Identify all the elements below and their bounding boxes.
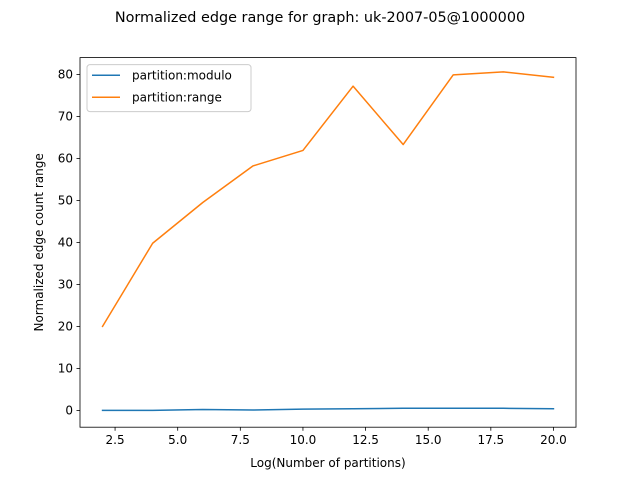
series-line-partition-modulo bbox=[101, 407, 555, 412]
x-tick-label: 15.0 bbox=[415, 433, 442, 447]
y-tick-label: 60 bbox=[58, 152, 73, 166]
x-tick-label: 2.5 bbox=[106, 433, 125, 447]
x-tick-label: 5.0 bbox=[168, 433, 187, 447]
series-line-partition-range bbox=[101, 71, 555, 328]
x-axis-ticks: 2.5 5.0 7.5 10.0 12.5 15.0 17.5 20.0 bbox=[106, 427, 567, 447]
y-tick-label: 40 bbox=[58, 236, 73, 250]
y-tick-label: 50 bbox=[58, 194, 73, 208]
x-tick-label: 12.5 bbox=[352, 433, 379, 447]
y-axis-ticks: 0 10 20 30 40 50 60 70 80 bbox=[58, 68, 80, 418]
y-tick-label: 30 bbox=[58, 278, 73, 292]
chart-title: Normalized edge range for graph: uk-2007… bbox=[115, 10, 525, 26]
y-tick-label: 80 bbox=[58, 68, 73, 82]
legend: partition:modulo partition:range bbox=[86, 64, 252, 113]
legend-label: partition:modulo bbox=[132, 69, 232, 83]
x-tick-label: 7.5 bbox=[231, 433, 250, 447]
legend-label: partition:range bbox=[132, 91, 222, 105]
y-tick-label: 20 bbox=[58, 320, 73, 334]
x-tick-label: 20.0 bbox=[540, 433, 567, 447]
y-tick-label: 0 bbox=[65, 404, 73, 418]
series-layer bbox=[101, 71, 555, 412]
y-axis-label: Normalized edge count range bbox=[32, 153, 46, 331]
y-tick-label: 70 bbox=[58, 110, 73, 124]
x-axis-label: Log(Number of partitions) bbox=[250, 456, 405, 470]
y-tick-label: 10 bbox=[58, 362, 73, 376]
x-tick-label: 17.5 bbox=[477, 433, 504, 447]
legend-items: partition:modulo partition:range bbox=[92, 69, 232, 105]
legend-box bbox=[86, 64, 252, 113]
x-tick-label: 10.0 bbox=[290, 433, 317, 447]
